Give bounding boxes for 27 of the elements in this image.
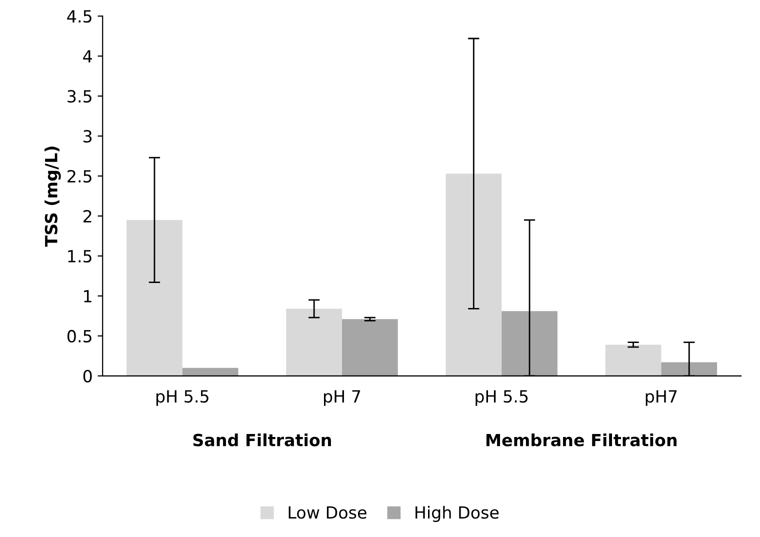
y-tick-label: 0.5 — [67, 330, 92, 342]
bar — [605, 344, 662, 376]
bar — [342, 319, 398, 376]
y-tick-label: 0 — [83, 370, 92, 382]
bar — [502, 311, 558, 376]
y-tick-label: 1.5 — [68, 250, 92, 263]
bar — [286, 308, 342, 376]
bar — [446, 174, 502, 376]
y-tick-label: 2 — [83, 210, 92, 222]
x-tick-label: pH 5.5 — [156, 390, 208, 406]
y-tick-label: 2.5 — [68, 170, 92, 183]
bar — [126, 220, 182, 376]
text: Membrane Filtration — [486, 433, 677, 446]
x-tick-label: pH7 — [646, 390, 677, 406]
y-tick-label: 3 — [84, 130, 92, 143]
legend-label: High Dose — [416, 506, 499, 522]
y-axis-title: TSS (mg/L) — [44, 146, 61, 247]
bar — [661, 362, 718, 376]
x-tick-label: pH 5.5 — [476, 390, 528, 406]
legend-label: Low Dose — [288, 506, 366, 519]
x-tick-label: pH 7 — [324, 390, 360, 406]
text: Sand Filtration — [193, 433, 331, 446]
y-tick-label: 1 — [84, 290, 92, 302]
y-tick-label: 4 — [83, 50, 92, 62]
y-tick-label: 4.5 — [67, 10, 92, 23]
bar — [182, 368, 238, 376]
y-tick-label: 3.5 — [68, 90, 92, 103]
